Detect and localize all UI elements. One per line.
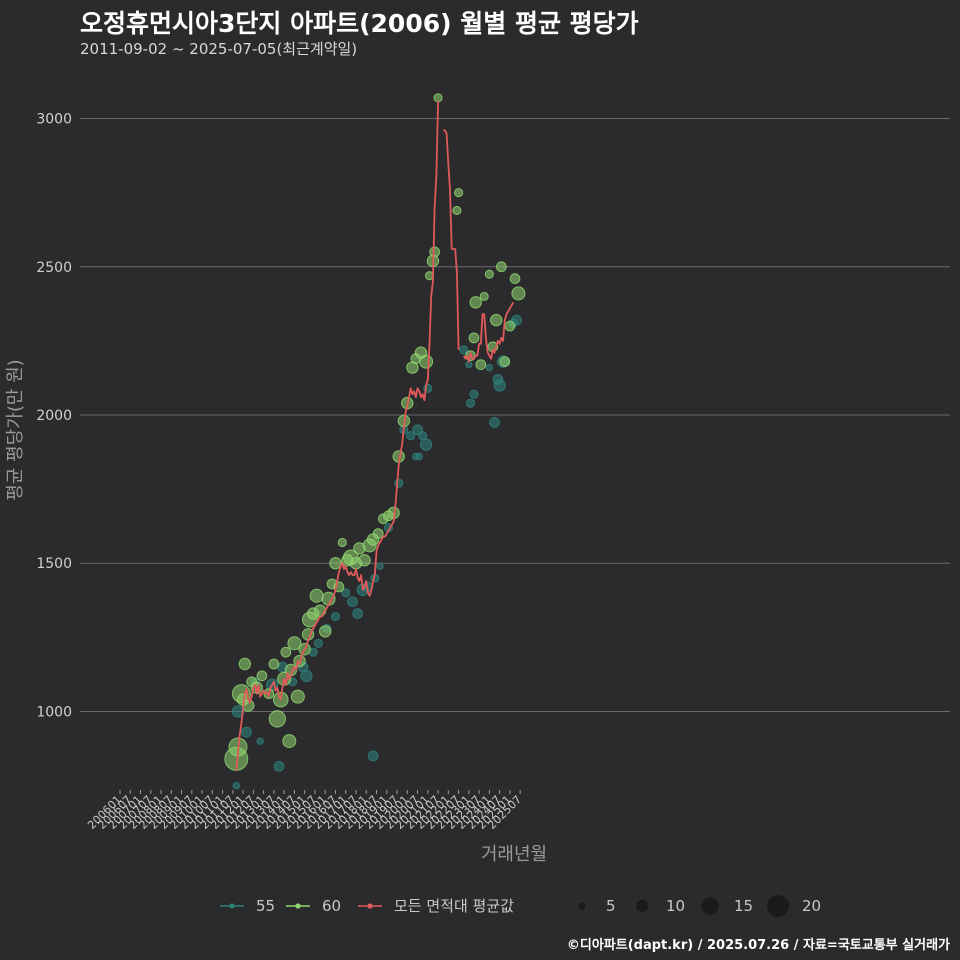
- point-55: [313, 638, 323, 648]
- legend-size-circle: [578, 902, 586, 910]
- legend: 55 60 모든 면적대 평균값 5 10 15 20: [220, 894, 821, 918]
- average-line: [235, 100, 515, 771]
- average-line-segment: [443, 129, 460, 350]
- legend-size-circle: [701, 897, 719, 915]
- average-line-segment: [235, 100, 439, 771]
- point-55: [347, 596, 358, 608]
- point-60: [452, 205, 462, 215]
- point-60: [280, 646, 292, 658]
- point-60: [469, 296, 482, 309]
- point-55: [394, 478, 404, 488]
- point-55: [330, 612, 341, 622]
- point-60: [433, 93, 443, 103]
- legend-label-55: 55: [256, 897, 275, 915]
- point-60: [282, 734, 297, 749]
- point-55: [469, 389, 479, 399]
- y-tick-label: 1000: [36, 704, 72, 720]
- point-55: [459, 345, 469, 355]
- point-60: [509, 273, 521, 285]
- point-55: [256, 737, 264, 745]
- y-tick-label: 3000: [36, 112, 72, 128]
- legend-size-label: 15: [734, 897, 753, 915]
- point-55: [376, 562, 384, 570]
- legend-key-dot-55: [229, 903, 235, 909]
- point-60: [329, 557, 342, 570]
- point-55: [231, 705, 245, 718]
- point-60: [287, 636, 302, 651]
- point-60: [313, 604, 327, 617]
- chart-subtitle: 2011-09-02 ~ 2025-07-05(최근계약일): [80, 40, 358, 58]
- footer-credit: ©디아파트(dapt.kr) / 2025.07.26 / 자료=국토교통부 실…: [566, 938, 950, 953]
- y-tick-label: 2500: [36, 260, 72, 276]
- legend-label-avg: 모든 면적대 평균값: [394, 897, 514, 915]
- point-55: [273, 760, 285, 772]
- point-60: [495, 261, 507, 273]
- point-60: [479, 291, 489, 301]
- point-55: [367, 750, 379, 762]
- point-60: [468, 332, 480, 344]
- y-tick-label: 2000: [36, 408, 72, 424]
- point-60: [319, 625, 332, 638]
- gridlines: [80, 118, 950, 712]
- point-55: [511, 314, 523, 326]
- point-60: [337, 537, 347, 548]
- point-55: [419, 438, 433, 451]
- point-55: [465, 398, 476, 408]
- scatter-points: [224, 93, 526, 790]
- point-55: [493, 379, 506, 392]
- point-60: [309, 588, 324, 603]
- point-60: [484, 269, 494, 279]
- point-55: [341, 588, 351, 598]
- point-55: [232, 781, 241, 790]
- point-60: [268, 710, 286, 728]
- legend-size-label: 5: [606, 897, 616, 915]
- legend-size-circle: [635, 899, 649, 913]
- point-55: [415, 452, 423, 461]
- point-60: [358, 554, 371, 567]
- x-axis-ticks: 2006012006072007012007072008012008072009…: [85, 790, 524, 832]
- point-60: [372, 528, 384, 539]
- point-55: [406, 431, 416, 441]
- point-60: [511, 286, 526, 301]
- y-axis-title: 평균 평당가(만 원): [5, 359, 26, 500]
- point-60: [256, 670, 268, 682]
- point-60: [490, 313, 503, 327]
- average-line-segment: [462, 301, 515, 363]
- legend-size-label: 20: [802, 897, 821, 915]
- point-55: [489, 417, 500, 428]
- point-60: [419, 354, 434, 369]
- point-60: [504, 320, 516, 332]
- point-55: [241, 726, 252, 738]
- point-60: [454, 188, 464, 198]
- point-60: [268, 658, 280, 670]
- point-60: [499, 356, 511, 368]
- point-60: [290, 689, 305, 704]
- point-60: [475, 359, 487, 370]
- chart-title: 오정휴먼시아3단지 아파트(2006) 월별 평균 평당가: [80, 9, 639, 38]
- x-axis-title: 거래년월: [481, 844, 547, 865]
- legend-key-dot-60: [295, 903, 301, 909]
- point-55: [300, 669, 313, 683]
- point-55: [485, 363, 494, 372]
- point-60: [429, 246, 441, 258]
- y-tick-label: 1500: [36, 556, 72, 572]
- point-60: [238, 657, 252, 671]
- legend-key-dot-avg: [367, 903, 373, 909]
- point-55: [352, 608, 364, 619]
- legend-size-circle: [766, 894, 790, 918]
- legend-label-60: 60: [322, 897, 341, 915]
- y-axis-ticks: 1000 1500 2000 2500 3000: [36, 112, 72, 721]
- legend-size-label: 10: [666, 897, 685, 915]
